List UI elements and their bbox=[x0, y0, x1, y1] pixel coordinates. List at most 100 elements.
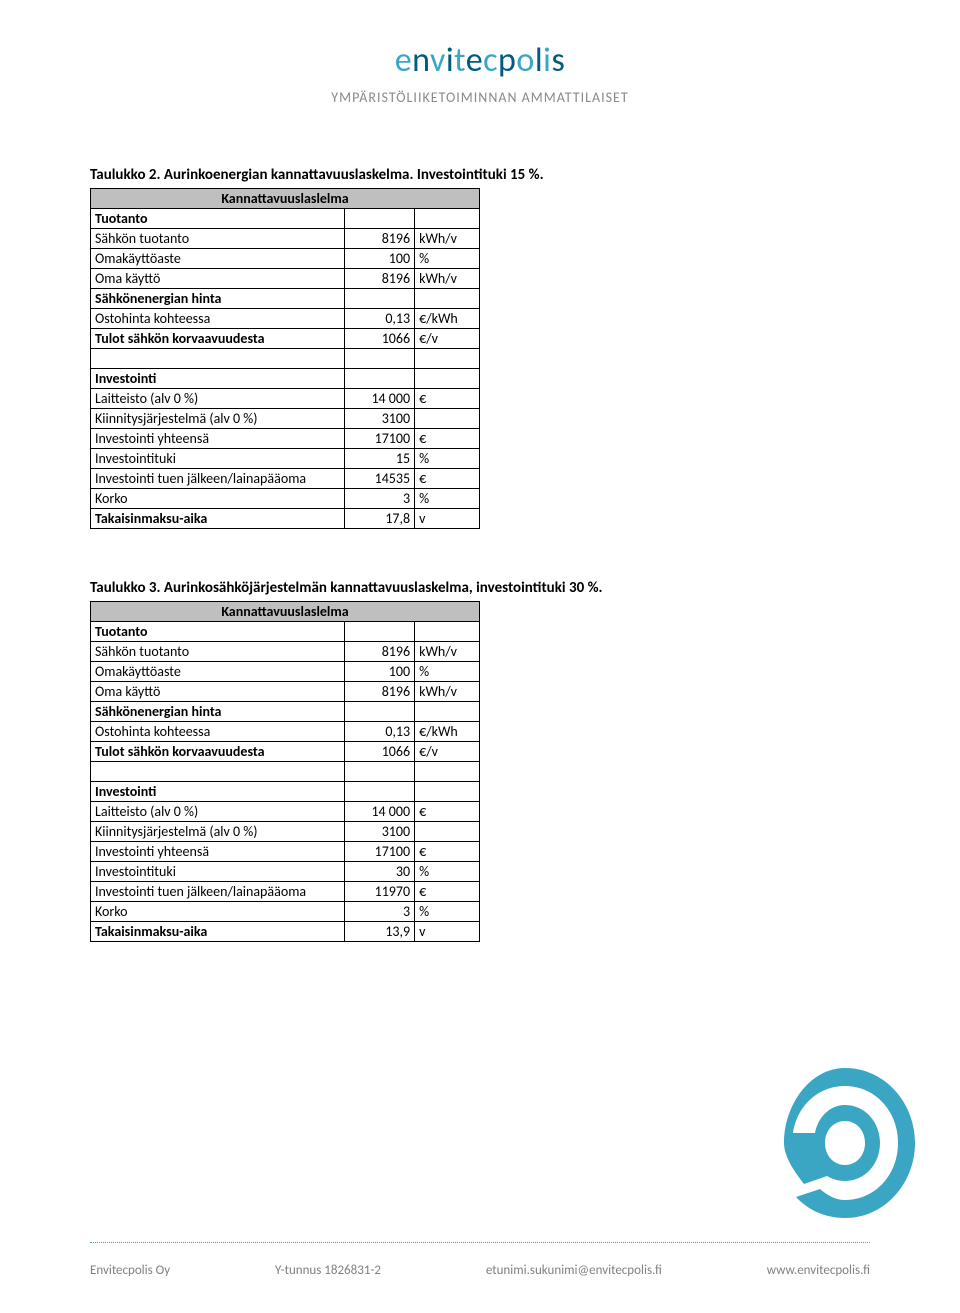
table-row: Investointi tuen jälkeen/lainapääoma1197… bbox=[91, 882, 480, 902]
table-row: Oma käyttö8196kWh/v bbox=[91, 269, 480, 289]
table-row: Tuotanto bbox=[91, 209, 480, 229]
table-cell bbox=[345, 762, 415, 782]
table-cell: % bbox=[415, 662, 480, 682]
table-cell: € bbox=[415, 469, 480, 489]
table-cell bbox=[415, 289, 480, 309]
footer-vat: Y-tunnus 1826831-2 bbox=[275, 1263, 381, 1278]
table-cell: Takaisinmaksu-aika bbox=[91, 509, 345, 529]
table-cell: kWh/v bbox=[415, 642, 480, 662]
table-row bbox=[91, 349, 480, 369]
table-cell bbox=[415, 349, 480, 369]
table-row: Korko3% bbox=[91, 489, 480, 509]
table-cell: 13,9 bbox=[345, 922, 415, 942]
table-cell: Investointi tuen jälkeen/lainapääoma bbox=[91, 882, 345, 902]
table-row bbox=[91, 762, 480, 782]
table-cell: Investointi bbox=[91, 369, 345, 389]
table-row: Investointi yhteensä17100€ bbox=[91, 429, 480, 449]
table-cell: 0,13 bbox=[345, 309, 415, 329]
footer-email: etunimi.sukunimi@envitecpolis.fi bbox=[486, 1263, 662, 1278]
table-row: Tulot sähkön korvaavuudesta1066€/v bbox=[91, 329, 480, 349]
logo-text: envitecpolis bbox=[395, 40, 566, 81]
table-row: Laitteisto (alv 0 %)14 000€ bbox=[91, 802, 480, 822]
table-cell: Investointituki bbox=[91, 449, 345, 469]
table-cell: €/v bbox=[415, 742, 480, 762]
table-caption: Taulukko 2. Aurinkoenergian kannattavuus… bbox=[90, 166, 870, 184]
table-cell: Tulot sähkön korvaavuudesta bbox=[91, 742, 345, 762]
table-row: Sähkönenergian hinta bbox=[91, 702, 480, 722]
table-caption: Taulukko 3. Aurinkosähköjärjestelmän kan… bbox=[90, 579, 870, 597]
table-row: Investointi bbox=[91, 782, 480, 802]
data-table: KannattavuuslaslelmaTuotantoSähkön tuota… bbox=[90, 601, 480, 942]
table-cell bbox=[345, 289, 415, 309]
table-cell: €/v bbox=[415, 329, 480, 349]
table-row: Tulot sähkön korvaavuudesta1066€/v bbox=[91, 742, 480, 762]
table-row: Ostohinta kohteessa0,13€/kWh bbox=[91, 309, 480, 329]
table-cell: % bbox=[415, 902, 480, 922]
table-cell: v bbox=[415, 922, 480, 942]
table-cell: Investointi yhteensä bbox=[91, 429, 345, 449]
table-row: Omakäyttöaste100% bbox=[91, 249, 480, 269]
table-cell bbox=[415, 369, 480, 389]
table-cell bbox=[415, 409, 480, 429]
table-cell: Korko bbox=[91, 902, 345, 922]
table-row: Investointi bbox=[91, 369, 480, 389]
table-cell: Ostohinta kohteessa bbox=[91, 309, 345, 329]
table-cell: Laitteisto (alv 0 %) bbox=[91, 389, 345, 409]
table-cell: 8196 bbox=[345, 269, 415, 289]
table-cell: 14 000 bbox=[345, 389, 415, 409]
table-cell: 14535 bbox=[345, 469, 415, 489]
table-cell bbox=[345, 622, 415, 642]
table-cell: 30 bbox=[345, 862, 415, 882]
table-cell: Tuotanto bbox=[91, 209, 345, 229]
footer-web: www.envitecpolis.fi bbox=[767, 1263, 870, 1278]
table-cell: Investointi tuen jälkeen/lainapääoma bbox=[91, 469, 345, 489]
table-cell: % bbox=[415, 862, 480, 882]
table-cell: €/kWh bbox=[415, 722, 480, 742]
table-row: Kiinnitysjärjestelmä (alv 0 %)3100 bbox=[91, 409, 480, 429]
table-cell bbox=[415, 209, 480, 229]
table-cell: € bbox=[415, 389, 480, 409]
table-cell: Omakäyttöaste bbox=[91, 249, 345, 269]
data-table: KannattavuuslaslelmaTuotantoSähkön tuota… bbox=[90, 188, 480, 529]
table-cell: 100 bbox=[345, 249, 415, 269]
table-cell: Takaisinmaksu-aika bbox=[91, 922, 345, 942]
table-cell: € bbox=[415, 842, 480, 862]
table-row: Sähkönenergian hinta bbox=[91, 289, 480, 309]
table-cell: Sähkön tuotanto bbox=[91, 229, 345, 249]
table-cell bbox=[345, 349, 415, 369]
table-cell bbox=[345, 782, 415, 802]
table-cell: Oma käyttö bbox=[91, 269, 345, 289]
table-cell bbox=[91, 762, 345, 782]
table-row: Investointi tuen jälkeen/lainapääoma1453… bbox=[91, 469, 480, 489]
table-cell: 1066 bbox=[345, 329, 415, 349]
table-cell: Sähkönenergian hinta bbox=[91, 289, 345, 309]
table-cell: kWh/v bbox=[415, 682, 480, 702]
table-cell bbox=[345, 702, 415, 722]
page-subtitle: YMPÄRISTÖLIIKETOIMINNAN AMMATTILAISET bbox=[90, 89, 870, 106]
table-row: Ostohinta kohteessa0,13€/kWh bbox=[91, 722, 480, 742]
table-cell: 8196 bbox=[345, 642, 415, 662]
table-cell bbox=[345, 209, 415, 229]
table-cell: % bbox=[415, 249, 480, 269]
table-cell: Kiinnitysjärjestelmä (alv 0 %) bbox=[91, 822, 345, 842]
table-row: Takaisinmaksu-aika13,9v bbox=[91, 922, 480, 942]
table-cell: Investointi yhteensä bbox=[91, 842, 345, 862]
table-cell: % bbox=[415, 489, 480, 509]
table-cell: 17100 bbox=[345, 429, 415, 449]
table-cell: % bbox=[415, 449, 480, 469]
table-cell: v bbox=[415, 509, 480, 529]
table-cell: 14 000 bbox=[345, 802, 415, 822]
footer-divider bbox=[90, 1242, 870, 1243]
table-cell: Investointi bbox=[91, 782, 345, 802]
table-cell: 0,13 bbox=[345, 722, 415, 742]
table-cell bbox=[415, 702, 480, 722]
table-cell: 17,8 bbox=[345, 509, 415, 529]
table-cell: 11970 bbox=[345, 882, 415, 902]
table-cell: kWh/v bbox=[415, 229, 480, 249]
table-cell: Ostohinta kohteessa bbox=[91, 722, 345, 742]
table-cell: 3 bbox=[345, 902, 415, 922]
table-cell: Kiinnitysjärjestelmä (alv 0 %) bbox=[91, 409, 345, 429]
table-cell: 100 bbox=[345, 662, 415, 682]
table-cell bbox=[91, 349, 345, 369]
table-cell: 3100 bbox=[345, 409, 415, 429]
